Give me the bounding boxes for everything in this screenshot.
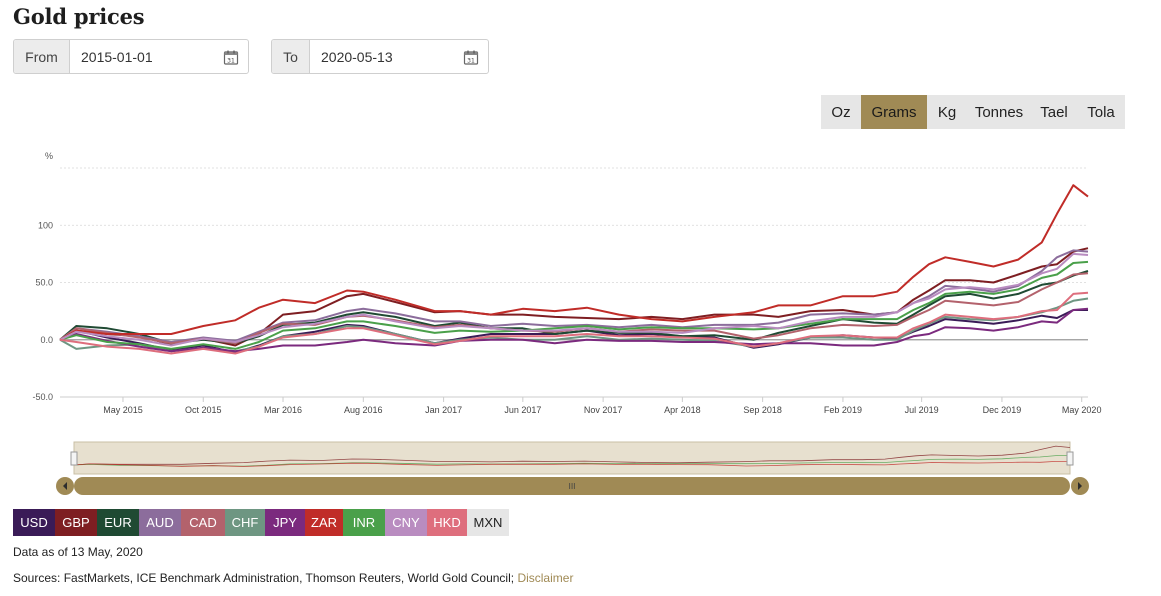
currency-button-jpy[interactable]: JPY: [265, 509, 305, 536]
x-tick-label: Nov 2017: [584, 405, 623, 415]
disclaimer-link[interactable]: Disclaimer: [517, 571, 574, 585]
unit-selector: Oz Grams Kg Tonnes Tael Tola: [821, 95, 1125, 129]
x-tick-label: May 2020: [1062, 405, 1102, 415]
y-tick-label: 50.0: [35, 278, 53, 288]
navigator-right-handle[interactable]: [1066, 451, 1074, 466]
unit-button-tael[interactable]: Tael: [1040, 103, 1068, 121]
svg-text:31: 31: [227, 58, 235, 65]
x-tick-label: Aug 2016: [344, 405, 383, 415]
x-tick-label: Oct 2015: [185, 405, 222, 415]
x-tick-label: Mar 2016: [264, 405, 302, 415]
to-date-value: 2020-05-13: [321, 48, 393, 65]
to-date-input[interactable]: 2020-05-13 31: [310, 40, 488, 73]
currency-button-zar[interactable]: ZAR: [305, 509, 343, 536]
series-line-eur[interactable]: [59, 270, 1089, 345]
series-line-cny[interactable]: [59, 252, 1089, 347]
from-date-group: From 2015-01-01 31: [13, 39, 249, 74]
currency-selector: USD GBP EUR AUD CAD CHF JPY ZAR INR CNY HKD MXN: [13, 509, 509, 536]
calendar-icon[interactable]: 31: [223, 49, 239, 65]
navigator-series-usd: [73, 461, 1070, 467]
y-axis-label: %: [45, 151, 53, 161]
to-date-group: To 2020-05-13 31: [271, 39, 489, 74]
currency-button-chf[interactable]: CHF: [225, 509, 265, 536]
sources: Sources: FastMarkets, ICE Benchmark Admi…: [13, 571, 573, 585]
currency-button-eur[interactable]: EUR: [97, 509, 139, 536]
x-tick-label: Jul 2019: [905, 405, 939, 415]
unit-button-tonnes[interactable]: Tonnes: [974, 103, 1024, 121]
navigator-series-zar: [73, 445, 1071, 466]
unit-button-grams[interactable]: Grams: [861, 95, 927, 129]
currency-button-cny[interactable]: CNY: [385, 509, 427, 536]
x-tick-label: Feb 2019: [824, 405, 862, 415]
from-date-input[interactable]: 2015-01-01 31: [70, 40, 248, 73]
navigator-scrollbar[interactable]: [74, 477, 1070, 495]
unit-button-oz[interactable]: Oz: [831, 103, 851, 121]
from-date-value: 2015-01-01: [81, 48, 153, 65]
to-label: To: [272, 40, 310, 73]
x-tick-label: May 2015: [103, 405, 143, 415]
unit-button-tola[interactable]: Tola: [1087, 103, 1115, 121]
y-tick-label: 100: [38, 220, 53, 230]
series-line-inr[interactable]: [59, 260, 1089, 350]
chevron-left-icon: [63, 482, 67, 490]
x-tick-label: Apr 2018: [664, 405, 701, 415]
gold-price-chart: -50.0 0.0 50.0 100% May 2015 Oct 2015 Mar 2016…: [32, 151, 1102, 415]
unit-button-kg[interactable]: Kg: [937, 103, 957, 121]
series-line-hkd[interactable]: [59, 291, 1089, 355]
calendar-icon[interactable]: 31: [463, 49, 479, 65]
chevron-right-icon: [1078, 482, 1082, 490]
y-tick-label: -50.0: [32, 392, 53, 402]
x-tick-label: Jun 2017: [504, 405, 541, 415]
x-tick-label: Jan 2017: [425, 405, 462, 415]
svg-text:31: 31: [467, 58, 475, 65]
navigator-left-handle[interactable]: [70, 451, 78, 466]
from-label: From: [14, 40, 70, 73]
currency-button-mxn[interactable]: MXN: [467, 509, 509, 536]
x-tick-label: Sep 2018: [743, 405, 782, 415]
page-title: Gold prices: [13, 4, 145, 29]
currency-button-inr[interactable]: INR: [343, 509, 385, 536]
scroll-grip: III: [568, 482, 575, 491]
currency-button-usd[interactable]: USD: [13, 509, 55, 536]
range-navigator[interactable]: III: [56, 440, 1090, 498]
currency-button-cad[interactable]: CAD: [181, 509, 225, 536]
navigator-svg: III: [56, 441, 1089, 495]
x-tick-label: Dec 2019: [983, 405, 1022, 415]
y-tick-label: 0.0: [40, 335, 53, 345]
currency-button-hkd[interactable]: HKD: [427, 509, 467, 536]
currency-button-aud[interactable]: AUD: [139, 509, 181, 536]
series-line-zar[interactable]: [59, 184, 1089, 341]
currency-button-gbp[interactable]: GBP: [55, 509, 97, 536]
navigator-mask: [73, 441, 1071, 475]
sources-text: Sources: FastMarkets, ICE Benchmark Admi…: [13, 571, 515, 585]
data-asof: Data as of 13 May, 2020: [13, 545, 143, 559]
